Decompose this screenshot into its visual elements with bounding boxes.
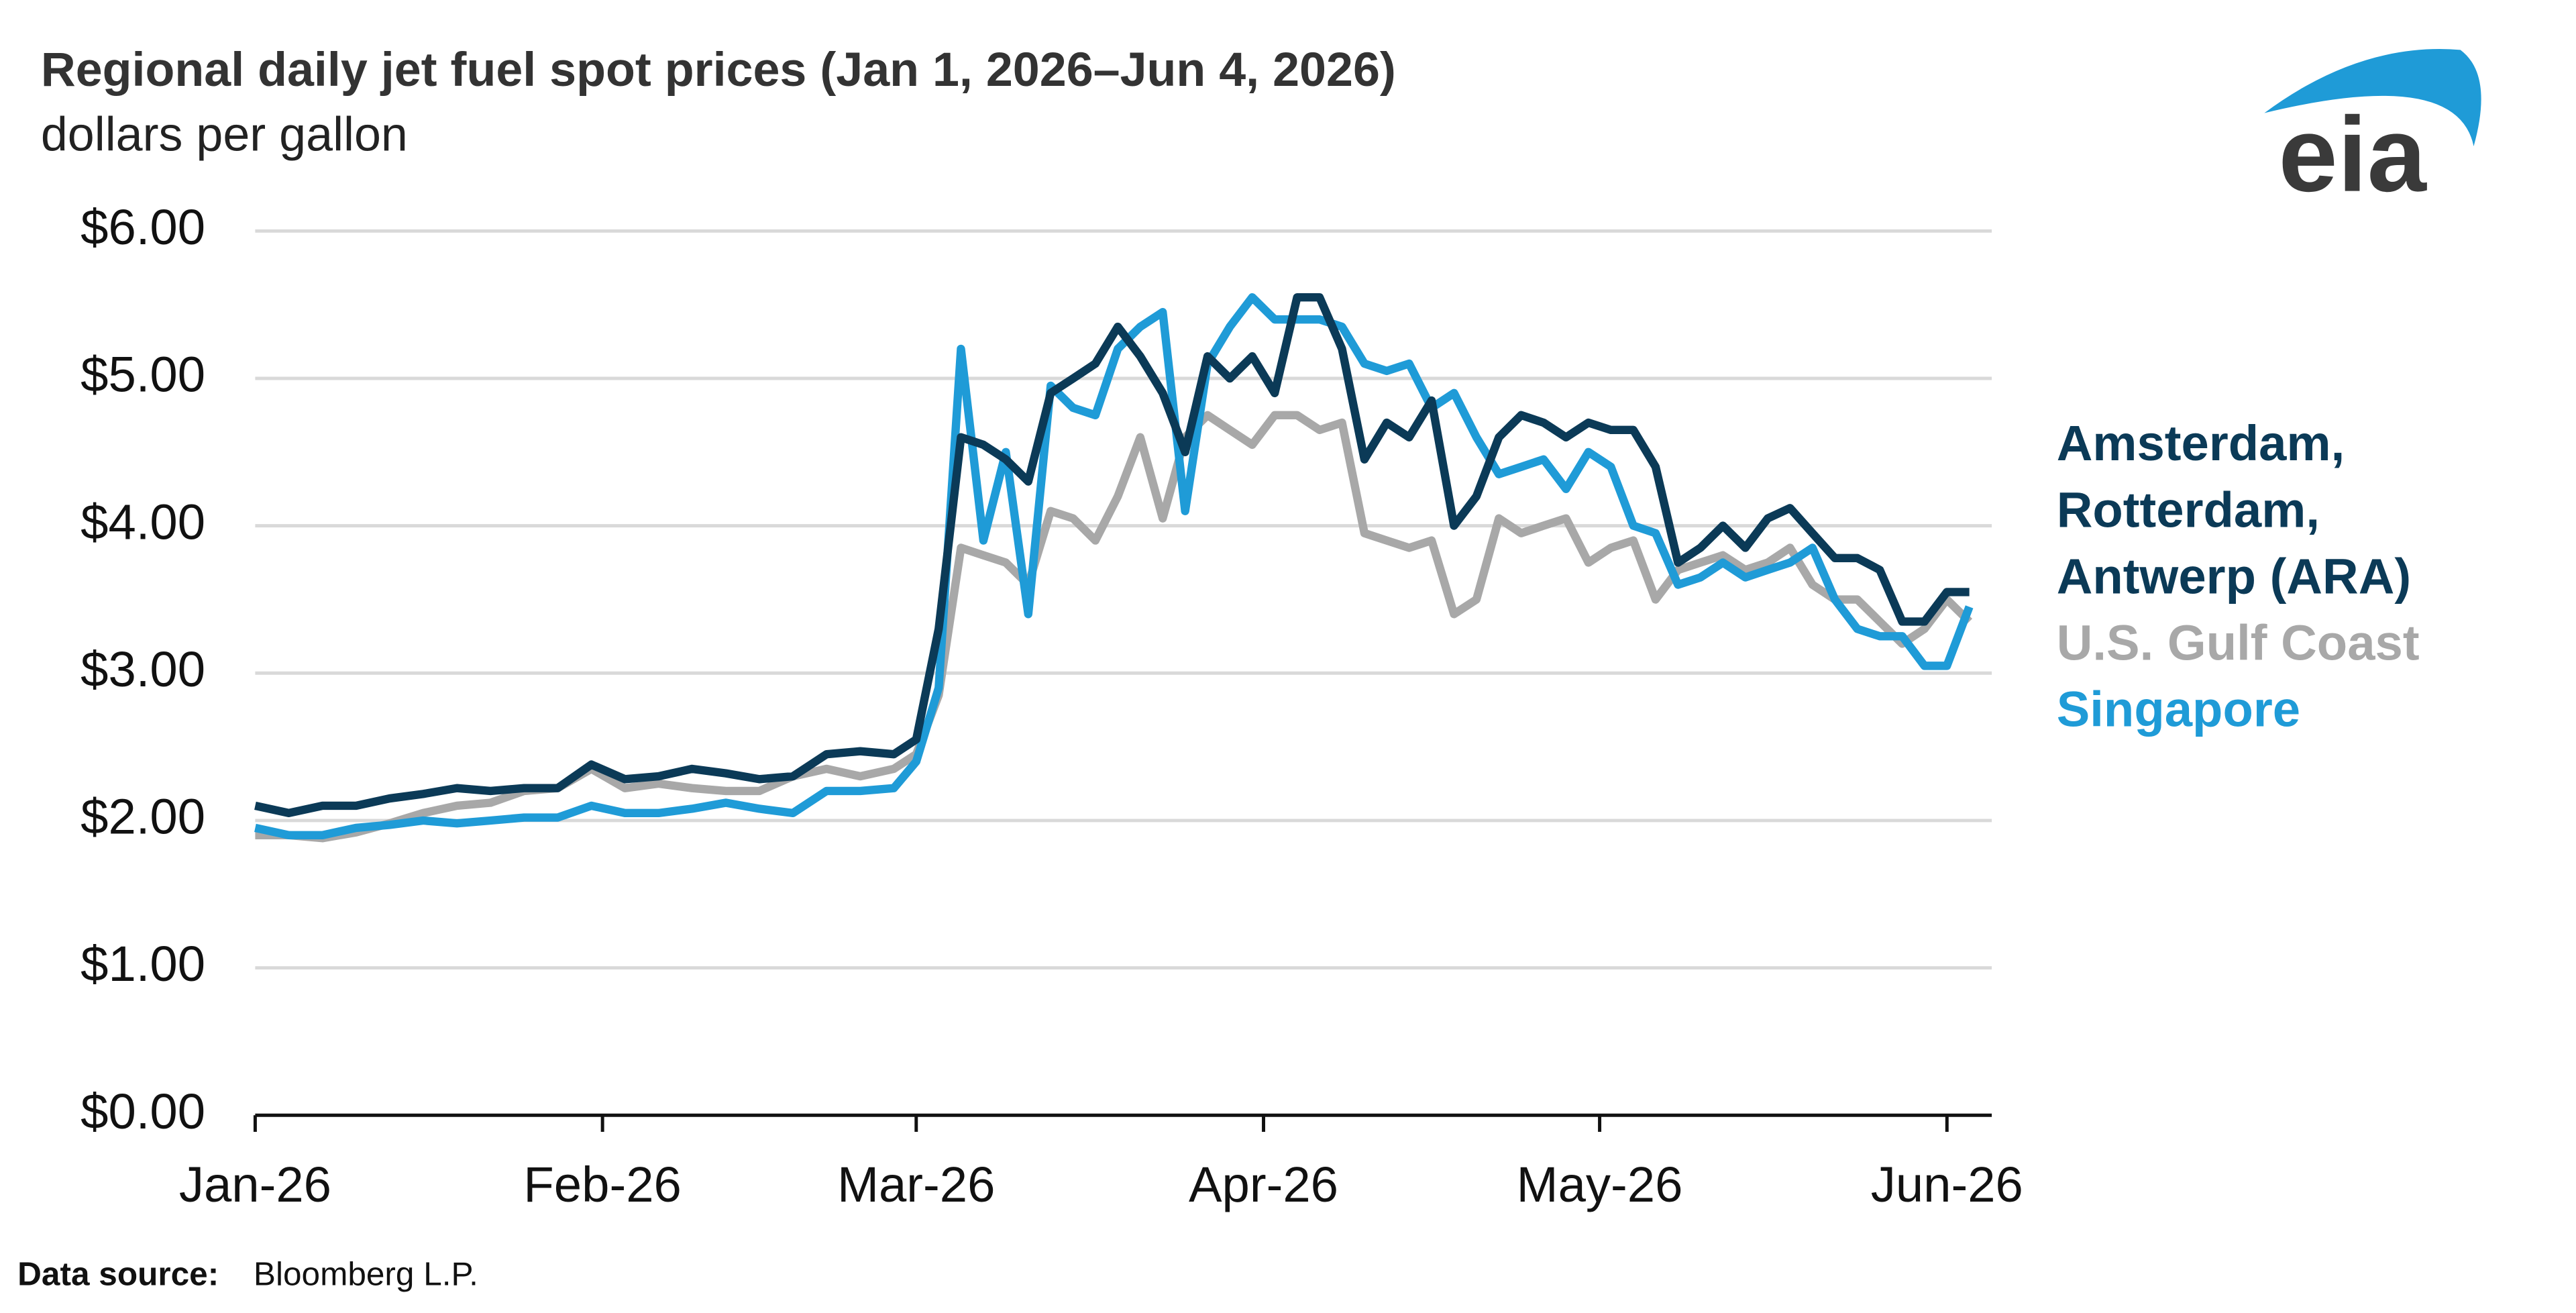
legend-entry: U.S. Gulf Coast [2056, 617, 2420, 672]
chart-title: Regional daily jet fuel spot prices (Jan… [41, 43, 1396, 97]
source: Bloomberg L.P. [254, 1256, 478, 1293]
y-tick-label: $4.00 [80, 494, 205, 549]
series-line [254, 293, 1974, 839]
x-tick-label: Feb-26 [523, 1157, 681, 1212]
legend-entry: Amsterdam, Rotterdam, Antwerp (ARA) [2056, 417, 2412, 605]
logo-arc [2264, 49, 2481, 146]
x-tick-label: Jun-26 [1871, 1157, 2023, 1212]
x-tick-label: Mar-26 [837, 1157, 995, 1212]
x-tick-label: Jan-26 [179, 1157, 331, 1212]
y-tick-label: $2.00 [80, 789, 205, 845]
y-tick-label: $5.00 [80, 347, 205, 403]
y-tick-label: $0.00 [80, 1084, 205, 1139]
source-label: Data source: [17, 1256, 219, 1293]
x-tick-label: May-26 [1517, 1157, 1683, 1212]
x-tick-label: Apr-26 [1189, 1157, 1338, 1212]
legend: Amsterdam, Rotterdam, Antwerp (ARA) U.S. … [2057, 412, 2555, 744]
y-tick-label: $1.00 [80, 936, 205, 992]
y-tick-label: $3.00 [80, 641, 205, 697]
legend-box: Amsterdam, Rotterdam, Antwerp (ARA) U.S. … [2057, 412, 2555, 744]
legend-entry: Singapore [2056, 683, 2301, 738]
series-line [254, 293, 1970, 818]
series-line [255, 411, 1973, 843]
chart-subtitle: dollars per gallon [41, 108, 408, 162]
y-tick-label: $6.00 [80, 199, 205, 255]
logo: eia [2278, 95, 2427, 214]
